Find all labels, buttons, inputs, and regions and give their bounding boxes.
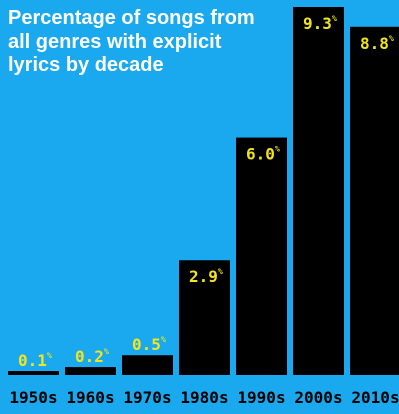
percent-sign: % (47, 351, 52, 360)
percent-sign: % (389, 34, 394, 43)
bar-1980s (179, 260, 230, 375)
value-label: 0.2 (75, 347, 104, 366)
x-tick-label: 1990s (237, 388, 285, 407)
percent-sign: % (275, 145, 280, 154)
value-label: 8.8 (360, 34, 389, 53)
percent-sign: % (104, 347, 109, 356)
x-tick-label: 1950s (9, 388, 57, 407)
chart-title: Percentage of songs from all genres with… (8, 7, 255, 76)
x-tick-label: 2010s (351, 388, 399, 407)
percent-sign: % (218, 267, 223, 276)
percent-sign: % (332, 14, 337, 23)
x-tick-label: 2000s (294, 388, 342, 407)
percent-sign: % (161, 335, 166, 344)
x-tick-label: 1980s (180, 388, 228, 407)
bar-2010s (350, 26, 399, 376)
bar-1970s (122, 355, 173, 375)
bar-1960s (65, 367, 116, 375)
bar-1950s (8, 371, 59, 375)
x-tick-label: 1970s (123, 388, 171, 407)
x-tick-label: 1960s (66, 388, 114, 407)
bar-2000s (293, 7, 344, 375)
value-label: 0.5 (132, 335, 161, 354)
value-label: 2.9 (189, 267, 218, 286)
value-label: 6.0 (246, 145, 275, 164)
value-label: 9.3 (303, 14, 332, 33)
value-label: 0.1 (18, 351, 47, 370)
bar-1990s (236, 137, 287, 375)
